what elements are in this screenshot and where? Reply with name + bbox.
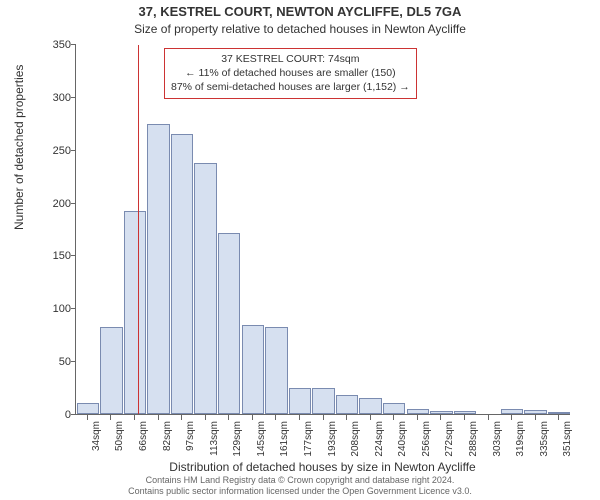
x-tick-mark (558, 415, 559, 420)
x-tick-mark (370, 415, 371, 420)
x-tick-mark (464, 415, 465, 420)
x-tick-mark (393, 415, 394, 420)
x-tick-mark (275, 415, 276, 420)
x-tick-label: 97sqm (185, 421, 196, 465)
histogram-bar (147, 124, 169, 414)
histogram-bar (265, 327, 287, 414)
y-tick-label: 150 (41, 250, 71, 262)
x-tick-mark (417, 415, 418, 420)
y-tick-label: 0 (41, 409, 71, 421)
histogram-bar (359, 398, 381, 414)
info-box: 37 KESTREL COURT: 74sqm ← 11% of detache… (164, 48, 417, 99)
x-tick-mark (323, 415, 324, 420)
x-tick-label: 208sqm (350, 421, 361, 465)
histogram-bar (242, 325, 264, 414)
x-tick-label: 113sqm (209, 421, 220, 465)
x-tick-label: 34sqm (91, 421, 102, 465)
chart-title-main: 37, KESTREL COURT, NEWTON AYCLIFFE, DL5 … (0, 4, 600, 19)
x-tick-mark (181, 415, 182, 420)
footer-attribution: Contains HM Land Registry data © Crown c… (0, 475, 600, 498)
histogram-bar (524, 410, 546, 414)
y-ticks: 050100150200250300350 (40, 45, 75, 415)
y-axis-label: Number of detached properties (12, 65, 26, 230)
x-tick-label: 161sqm (279, 421, 290, 465)
plot-area: 37 KESTREL COURT: 74sqm ← 11% of detache… (75, 45, 570, 415)
x-tick-label: 319sqm (515, 421, 526, 465)
x-tick-label: 256sqm (421, 421, 432, 465)
y-tick-label: 50 (41, 356, 71, 368)
property-size-chart: 37, KESTREL COURT, NEWTON AYCLIFFE, DL5 … (0, 0, 600, 500)
x-tick-mark (299, 415, 300, 420)
x-tick-label: 303sqm (492, 421, 503, 465)
histogram-bar (407, 409, 429, 414)
x-tick-label: 288sqm (468, 421, 479, 465)
histogram-bar (171, 134, 193, 414)
x-tick-mark (228, 415, 229, 420)
x-tick-mark (158, 415, 159, 420)
histogram-bar (218, 233, 240, 414)
histogram-bar (383, 403, 405, 414)
x-tick-label: 193sqm (327, 421, 338, 465)
x-tick-mark (346, 415, 347, 420)
x-tick-mark (110, 415, 111, 420)
histogram-bar (454, 411, 476, 414)
y-tick-label: 250 (41, 145, 71, 157)
histogram-bar (430, 411, 452, 414)
x-tick-label: 335sqm (539, 421, 550, 465)
histogram-bar (124, 211, 146, 414)
histogram-bar (194, 163, 216, 414)
x-tick-label: 66sqm (138, 421, 149, 465)
info-line-3: 87% of semi-detached houses are larger (… (171, 80, 410, 94)
x-tick-mark (511, 415, 512, 420)
x-tick-label: 351sqm (562, 421, 573, 465)
property-marker-line (138, 45, 139, 414)
y-tick-label: 100 (41, 303, 71, 315)
histogram-bar (336, 395, 358, 414)
chart-title-sub: Size of property relative to detached ho… (0, 22, 600, 36)
y-tick-label: 300 (41, 92, 71, 104)
x-tick-mark (535, 415, 536, 420)
x-tick-mark (134, 415, 135, 420)
x-tick-label: 145sqm (256, 421, 267, 465)
info-line-1: 37 KESTREL COURT: 74sqm (171, 52, 410, 66)
x-tick-label: 50sqm (114, 421, 125, 465)
x-tick-label: 240sqm (397, 421, 408, 465)
x-axis-label: Distribution of detached houses by size … (75, 460, 570, 474)
x-tick-mark (205, 415, 206, 420)
x-tick-label: 129sqm (232, 421, 243, 465)
x-tick-label: 82sqm (162, 421, 173, 465)
x-tick-mark (440, 415, 441, 420)
histogram-bar (289, 388, 311, 414)
x-tick-mark (87, 415, 88, 420)
y-tick-label: 200 (41, 198, 71, 210)
histogram-bars (76, 45, 570, 414)
histogram-bar (501, 409, 523, 414)
footer-line-1: Contains HM Land Registry data © Crown c… (0, 475, 600, 486)
info-line-2: ← 11% of detached houses are smaller (15… (171, 66, 410, 80)
y-tick-label: 350 (41, 39, 71, 51)
x-ticks: 34sqm50sqm66sqm82sqm97sqm113sqm129sqm145… (75, 415, 570, 455)
histogram-bar (100, 327, 122, 414)
histogram-bar (77, 403, 99, 414)
x-tick-label: 272sqm (444, 421, 455, 465)
histogram-bar (312, 388, 334, 414)
x-tick-mark (488, 415, 489, 420)
histogram-bar (548, 412, 570, 414)
x-tick-mark (252, 415, 253, 420)
footer-line-2: Contains public sector information licen… (0, 486, 600, 497)
x-tick-label: 224sqm (374, 421, 385, 465)
x-tick-label: 177sqm (303, 421, 314, 465)
